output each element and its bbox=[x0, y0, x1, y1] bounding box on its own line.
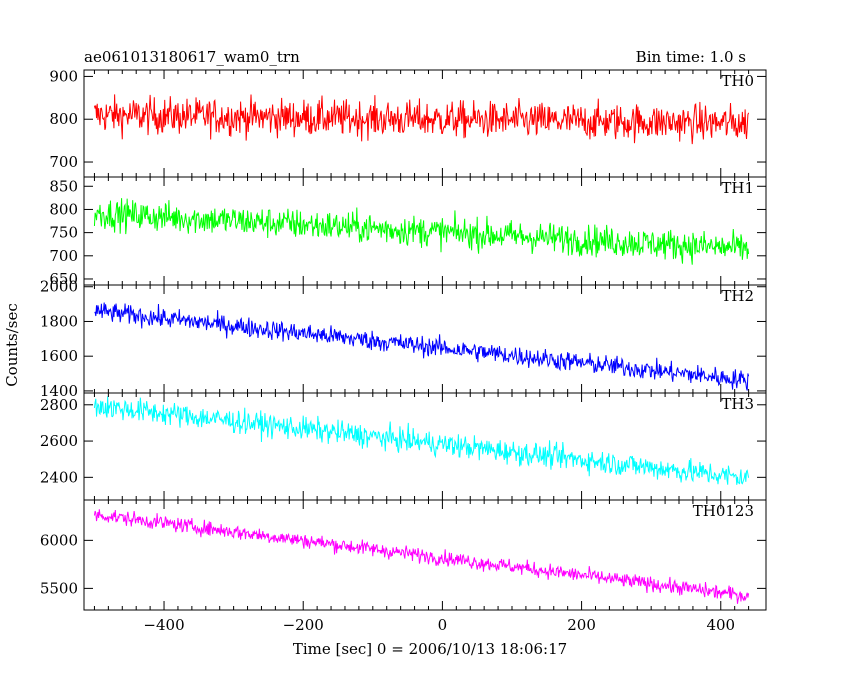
y-tick-label: 750 bbox=[49, 224, 78, 242]
y-tick-label: 900 bbox=[49, 67, 78, 85]
y-tick-label: 1400 bbox=[40, 382, 78, 400]
bin-time-label: Bin time: 1.0 s bbox=[636, 48, 746, 66]
y-tick-label: 800 bbox=[49, 110, 78, 128]
panel-th3: TH3 2400 2600 2800 bbox=[40, 392, 767, 501]
y-tick-label: 2400 bbox=[40, 468, 78, 486]
panel-frame bbox=[83, 284, 767, 394]
y-tick-label: 700 bbox=[49, 247, 78, 265]
y-tick-label: 800 bbox=[49, 200, 78, 218]
x-axis-label: Time [sec] 0 = 2006/10/13 18:06:17 bbox=[293, 640, 567, 658]
panel-th1: TH1 650 700 750 800 850 bbox=[49, 176, 767, 288]
x-tick-label: −200 bbox=[283, 616, 324, 634]
panel-th0123: TH0123 5500 6000 bbox=[40, 499, 767, 611]
y-tick-label: 2000 bbox=[40, 278, 78, 296]
y-tick-label: 650 bbox=[49, 270, 78, 288]
series-line-th0123 bbox=[93, 509, 750, 604]
series-line-th2 bbox=[94, 302, 750, 391]
y-tick-label: 5500 bbox=[40, 579, 78, 597]
series-label: TH1 bbox=[721, 179, 754, 197]
panel-th0: TH0 700 800 900 bbox=[49, 67, 767, 178]
x-tick-label: 0 bbox=[438, 616, 448, 634]
x-tick-label: 200 bbox=[567, 616, 596, 634]
panel-th2: TH2 1400 1600 1800 2000 bbox=[40, 278, 767, 400]
series-label: TH3 bbox=[721, 395, 754, 413]
series-label: TH0123 bbox=[693, 502, 754, 520]
x-tick-label: 400 bbox=[706, 616, 735, 634]
y-tick-label: 700 bbox=[49, 153, 78, 171]
series-line-th1 bbox=[93, 198, 750, 265]
series-label: TH2 bbox=[721, 287, 754, 305]
panel-frame bbox=[83, 176, 767, 286]
y-tick-label: 6000 bbox=[40, 531, 78, 549]
series-line-th3 bbox=[93, 396, 750, 485]
y-tick-label: 1600 bbox=[40, 347, 78, 365]
panel-frame bbox=[83, 392, 767, 501]
series-label: TH0 bbox=[721, 72, 754, 90]
y-axis-label: Counts/sec bbox=[3, 303, 21, 387]
panel-frame bbox=[83, 499, 767, 611]
y-tick-label: 2800 bbox=[40, 396, 78, 414]
y-tick-label: 1800 bbox=[40, 312, 78, 330]
chart-title: ae061013180617_wam0_trn bbox=[84, 48, 300, 66]
y-tick-label: 2600 bbox=[40, 432, 78, 450]
y-tick-label: 850 bbox=[49, 177, 78, 195]
series-line-th0 bbox=[93, 94, 750, 145]
x-tick-label: −400 bbox=[143, 616, 184, 634]
